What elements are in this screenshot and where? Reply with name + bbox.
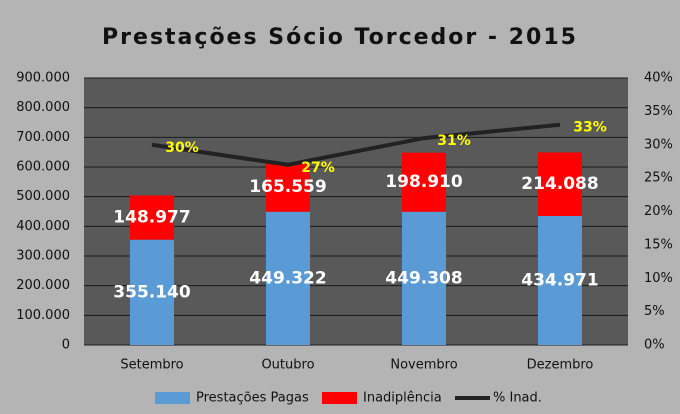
y2-tick-label: 35% <box>644 104 673 119</box>
y-tick-label: 800.000 <box>16 100 70 115</box>
legend-label: Inadiplência <box>363 391 442 406</box>
bar <box>266 162 310 212</box>
y2-tick-label: 15% <box>644 237 673 252</box>
x-tick-label: Novembro <box>390 358 457 373</box>
data-label: 198.910 <box>385 172 463 192</box>
y-tick-label: 200.000 <box>16 278 70 293</box>
x-tick-label: Setembro <box>120 358 183 373</box>
legend-swatch <box>155 392 190 404</box>
y-tick-label: 100.000 <box>16 308 70 323</box>
y2-tick-label: 20% <box>644 204 673 219</box>
y-tick-label: 900.000 <box>16 71 70 86</box>
legend-label: % Inad. <box>493 391 542 406</box>
legend-swatch <box>322 392 357 404</box>
y2-tick-label: 0% <box>644 338 665 353</box>
chart-title: Prestações Sócio Torcedor - 2015 <box>102 25 578 50</box>
bar <box>538 215 582 345</box>
y2-tick-label: 5% <box>644 304 665 319</box>
bar <box>130 195 174 240</box>
x-tick-label: Outubro <box>261 358 314 373</box>
data-label: 355.140 <box>113 282 191 302</box>
data-label: 214.088 <box>521 174 598 194</box>
data-label: 31% <box>437 133 471 149</box>
y2-tick-label: 10% <box>644 271 673 286</box>
y-tick-label: 0 <box>62 338 70 353</box>
data-label: 449.308 <box>385 268 462 288</box>
y-tick-label: 500.000 <box>16 189 70 204</box>
x-tick-label: Dezembro <box>527 358 594 373</box>
y-tick-label: 600.000 <box>16 160 70 175</box>
bar <box>130 239 174 345</box>
y2-tick-label: 30% <box>644 137 673 152</box>
y-tick-label: 300.000 <box>16 249 70 264</box>
y2-tick-label: 25% <box>644 171 673 186</box>
data-label: 148.977 <box>113 208 190 228</box>
bar <box>266 211 310 345</box>
y-tick-label: 700.000 <box>16 130 70 145</box>
data-label: 165.559 <box>249 177 326 197</box>
data-label: 27% <box>301 160 335 176</box>
bar <box>538 152 582 216</box>
plot-area <box>84 78 628 345</box>
bar <box>402 152 446 212</box>
line <box>151 122 561 167</box>
legend-label: Prestações Pagas <box>196 391 309 406</box>
data-label: 449.322 <box>249 268 326 288</box>
bar <box>402 211 446 345</box>
y-tick-label: 400.000 <box>16 219 70 234</box>
y2-tick-label: 40% <box>644 71 673 86</box>
data-label: 30% <box>165 140 199 156</box>
data-label: 33% <box>573 120 607 136</box>
data-label: 434.971 <box>521 270 598 290</box>
